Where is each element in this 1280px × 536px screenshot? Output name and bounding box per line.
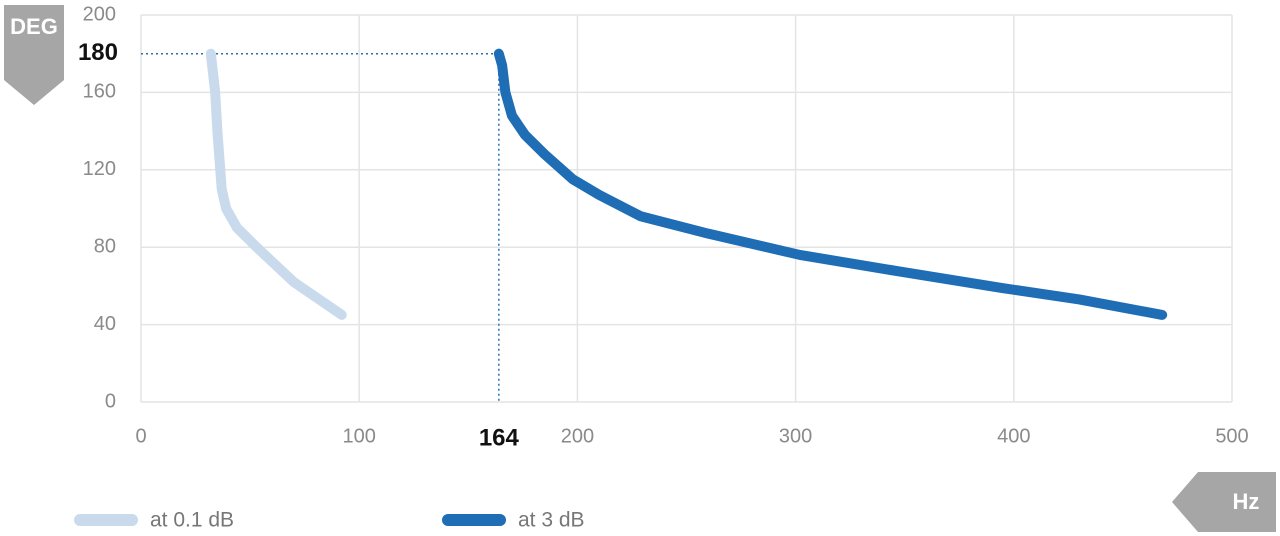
legend-label: at 0.1 dB — [150, 509, 234, 532]
x-tick-label: 0 — [135, 425, 146, 447]
y-unit: DEG — [10, 14, 58, 39]
x-marker-label: 164 — [479, 424, 520, 451]
y-marker-bg — [68, 39, 124, 68]
y-tick-label: 120 — [83, 158, 116, 180]
y-unit-badge — [4, 5, 64, 105]
y-tick-label: 80 — [94, 235, 116, 257]
x-tick-label: 400 — [997, 425, 1030, 447]
x-tick-label: 100 — [343, 425, 376, 447]
x-tick-label: 300 — [779, 425, 812, 447]
x-unit: Hz — [1233, 489, 1260, 514]
series-line — [205, 48, 347, 320]
y-tick-label: 160 — [83, 81, 116, 103]
y-tick-label: 40 — [94, 313, 116, 335]
series-line — [493, 48, 1168, 320]
x-tick-label: 200 — [561, 425, 594, 447]
x-unit-badge — [1172, 472, 1276, 532]
y-marker-label: 180 — [78, 39, 118, 66]
legend-label: at 3 dB — [518, 509, 585, 532]
y-tick-label: 0 — [105, 390, 116, 412]
x-tick-label: 500 — [1215, 425, 1248, 447]
y-tick-label: 200 — [83, 3, 116, 25]
